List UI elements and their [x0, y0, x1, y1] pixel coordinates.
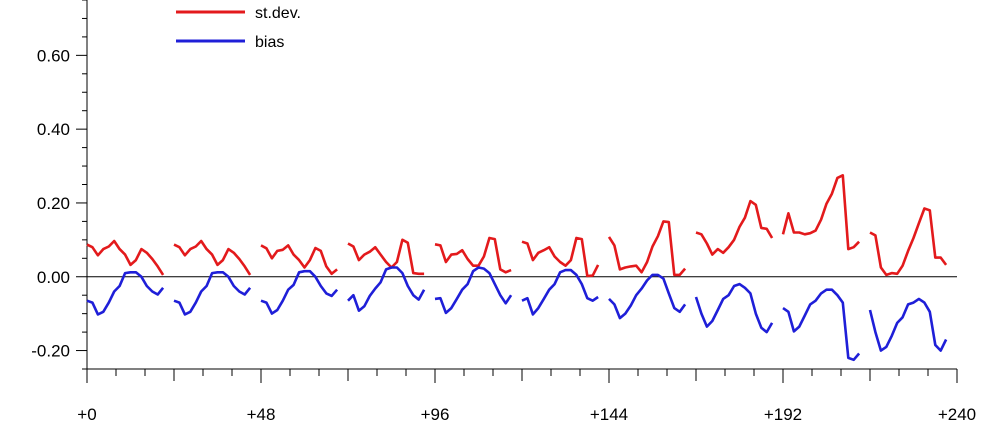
y-tick-label: 0.20	[37, 194, 70, 213]
series-line-segment	[86, 271, 165, 316]
x-tick-label: +0	[77, 405, 96, 423]
series-line-segment	[347, 266, 426, 312]
x-tick-label: +48	[247, 405, 276, 423]
series-line-segment	[173, 271, 252, 316]
y-axis-ticks: -0.20 0.00 0.20 0.40 0.60	[31, 0, 87, 370]
x-tick-label: +240	[938, 405, 976, 423]
series-line-segment	[347, 238, 425, 276]
series-line-segment	[521, 268, 599, 316]
series-line-segment	[869, 207, 948, 277]
series-line-segment	[434, 236, 512, 274]
series-line-segment	[260, 244, 338, 276]
series-line-segment	[695, 199, 774, 256]
legend-label-bias: bias	[255, 34, 284, 51]
series-stdev	[86, 174, 948, 278]
x-axis-ticks: +0 +48 +96 +144 +192 +240	[77, 369, 976, 423]
legend-label-stdev: st.dev.	[255, 5, 301, 22]
series-layer	[86, 174, 948, 362]
y-tick-label: -0.20	[31, 342, 70, 361]
series-line-segment	[608, 273, 687, 320]
x-tick-label: +144	[590, 405, 628, 423]
y-tick-label: 0.40	[37, 120, 70, 139]
series-line-segment	[260, 269, 339, 315]
series-line-segment	[781, 174, 861, 251]
series-line-segment	[86, 239, 165, 276]
series-bias	[86, 266, 948, 362]
series-line-segment	[868, 297, 948, 352]
series-line-segment	[694, 282, 774, 334]
x-tick-label: +192	[764, 405, 802, 423]
legend: st.dev. bias	[176, 5, 301, 51]
chart-axes	[86, 0, 957, 370]
y-tick-label: 0.60	[37, 46, 70, 65]
series-line-segment	[173, 239, 252, 276]
series-line-segment	[521, 236, 600, 278]
series-line-segment	[782, 288, 861, 362]
x-tick-label: +96	[421, 405, 450, 423]
y-tick-label: 0.00	[37, 268, 70, 287]
series-line-segment	[607, 220, 687, 277]
series-line-segment	[434, 266, 513, 315]
